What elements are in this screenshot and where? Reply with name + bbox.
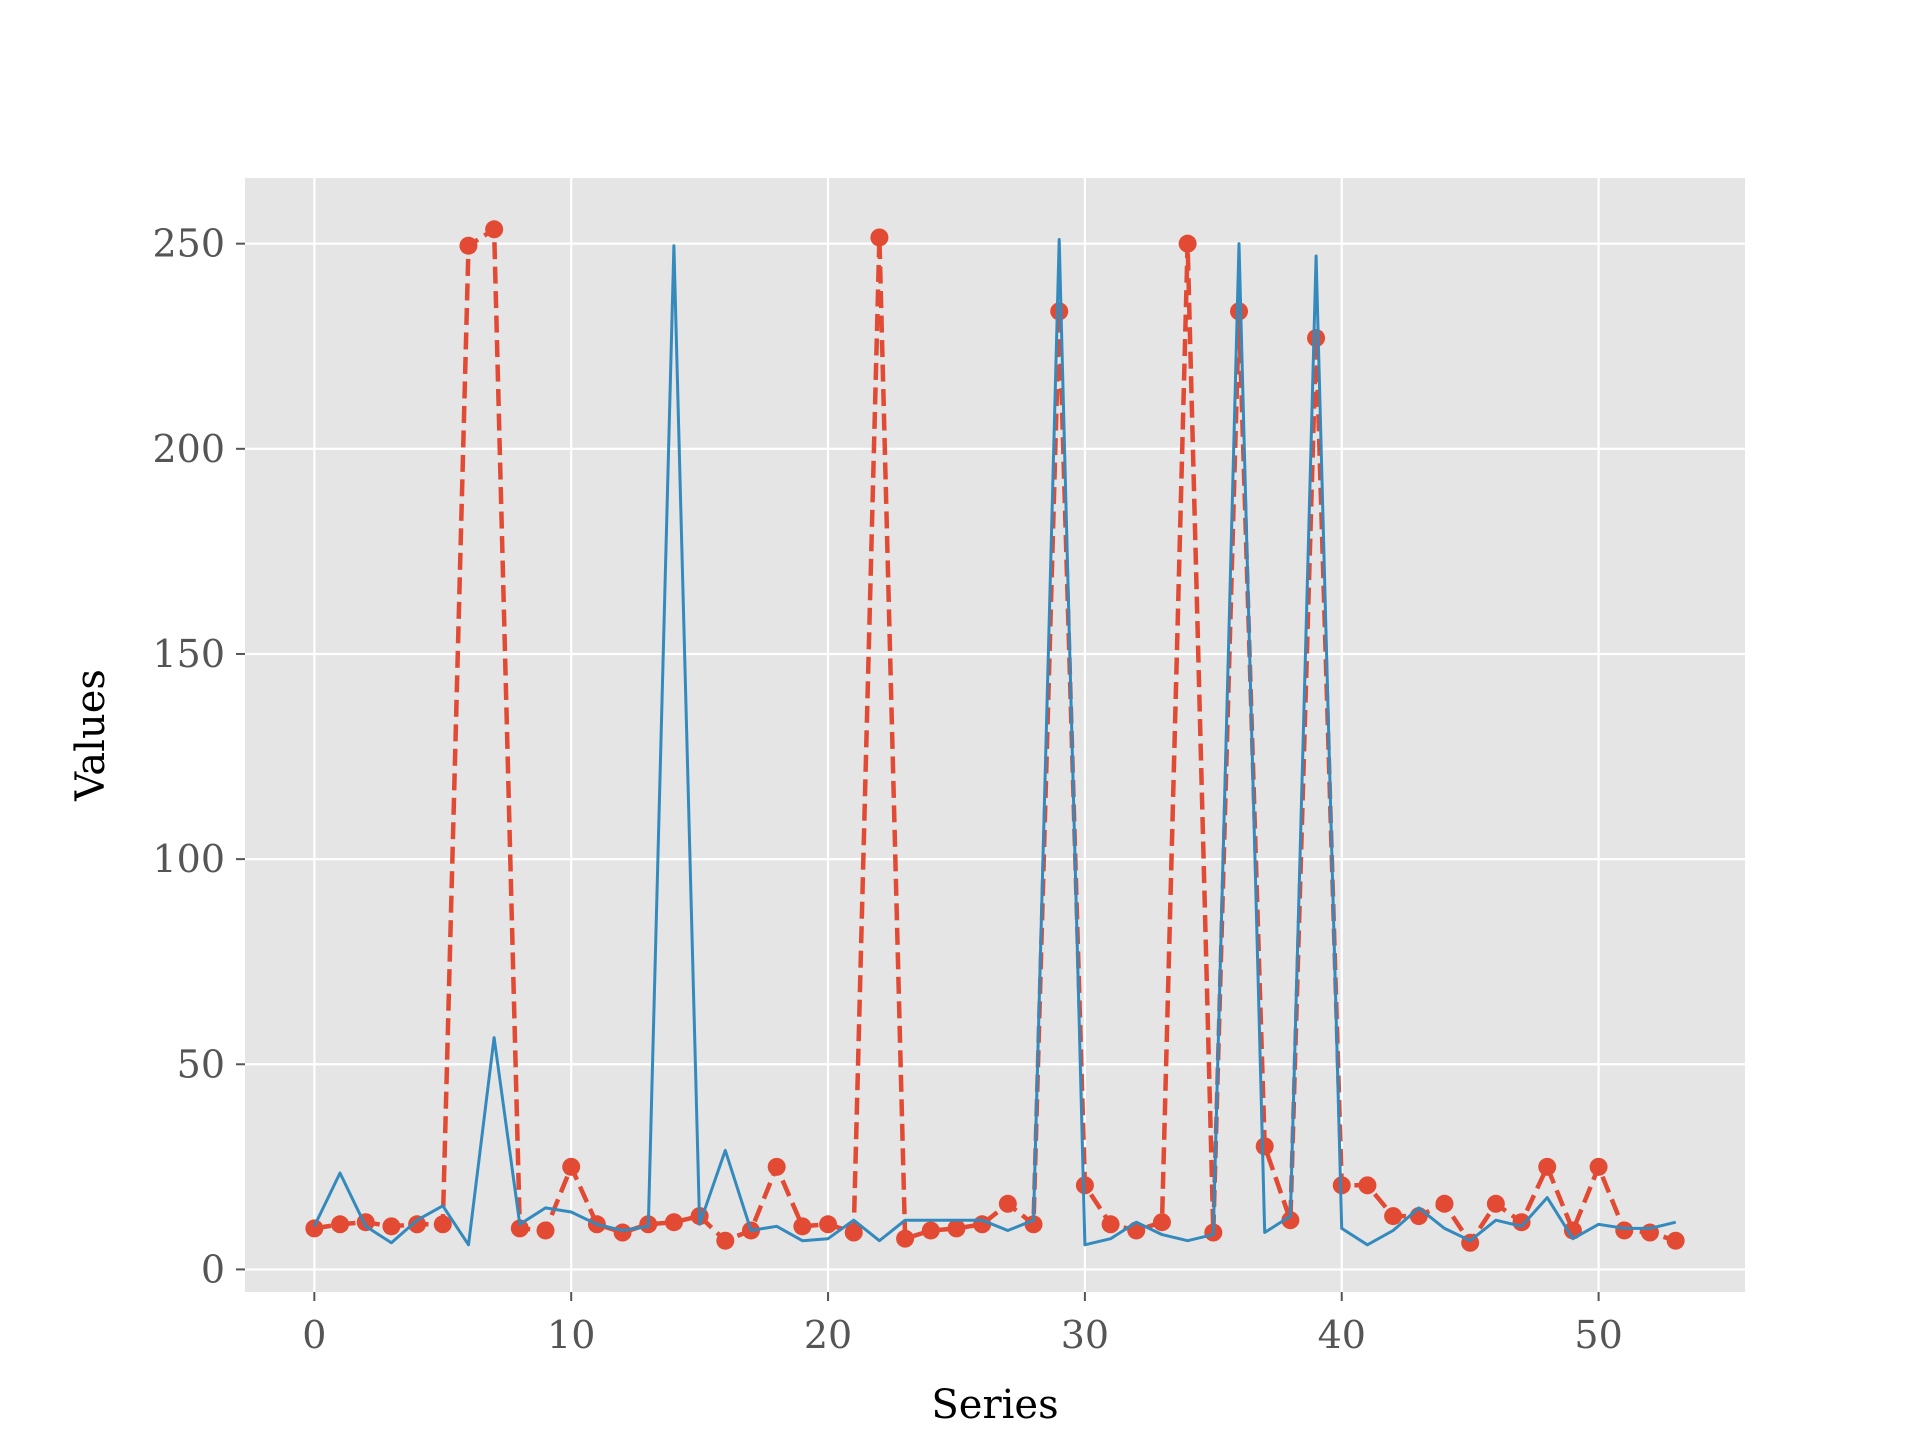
series-layer — [305, 220, 1685, 1252]
data-point — [408, 1215, 427, 1234]
data-point — [1615, 1221, 1634, 1240]
data-point — [1255, 1137, 1274, 1156]
data-point — [870, 228, 889, 247]
data-point — [433, 1215, 452, 1234]
axis-ticks: 0 10 20 30 40 50 0 50 100 150 200 250 — [152, 222, 1622, 1357]
data-point — [844, 1223, 863, 1242]
data-point — [382, 1217, 401, 1236]
data-point — [459, 236, 478, 255]
x-tick-label: 0 — [302, 1313, 326, 1357]
x-tick-label: 50 — [1574, 1313, 1622, 1357]
data-point — [1178, 234, 1197, 253]
data-point — [1538, 1157, 1557, 1176]
data-point — [1384, 1207, 1403, 1226]
data-point — [1666, 1231, 1685, 1250]
data-point — [1281, 1211, 1300, 1230]
data-point — [664, 1213, 683, 1232]
y-tick-label: 200 — [152, 427, 225, 471]
data-point — [562, 1157, 581, 1176]
y-tick-label: 250 — [152, 222, 225, 266]
x-tick-label: 40 — [1318, 1313, 1366, 1357]
x-axis-label: Series — [931, 1382, 1058, 1428]
data-point — [510, 1219, 529, 1238]
data-point — [331, 1215, 350, 1234]
series-1 — [312, 238, 1677, 1247]
data-point — [1024, 1215, 1043, 1234]
data-point — [819, 1215, 838, 1234]
data-point — [485, 220, 504, 239]
data-point — [1050, 302, 1069, 321]
y-tick-label: 100 — [152, 837, 225, 881]
data-point — [896, 1229, 915, 1248]
data-point — [305, 1219, 324, 1238]
data-point — [1486, 1194, 1505, 1213]
data-point — [1358, 1176, 1377, 1195]
data-point — [1152, 1213, 1171, 1232]
y-axis-label: Values — [68, 669, 114, 802]
x-tick-label: 10 — [547, 1313, 595, 1357]
data-point — [613, 1223, 632, 1242]
data-point — [536, 1221, 555, 1240]
data-point — [998, 1194, 1017, 1213]
x-tick-label: 20 — [804, 1313, 852, 1357]
data-point — [1512, 1213, 1531, 1232]
data-point — [767, 1157, 786, 1176]
data-point — [1101, 1215, 1120, 1234]
y-tick-label: 150 — [152, 632, 225, 676]
data-point — [1589, 1157, 1608, 1176]
y-tick-label: 0 — [201, 1247, 225, 1291]
data-point — [716, 1231, 735, 1250]
data-point — [1230, 302, 1249, 321]
x-tick-label: 30 — [1061, 1313, 1109, 1357]
data-point — [947, 1219, 966, 1238]
y-tick-label: 50 — [177, 1042, 225, 1086]
data-point — [921, 1221, 940, 1240]
series-line — [312, 238, 1677, 1247]
data-point — [793, 1217, 812, 1236]
data-point — [1075, 1176, 1094, 1195]
data-point — [1435, 1194, 1454, 1213]
data-point — [1307, 329, 1326, 348]
plot-area — [245, 178, 1745, 1292]
